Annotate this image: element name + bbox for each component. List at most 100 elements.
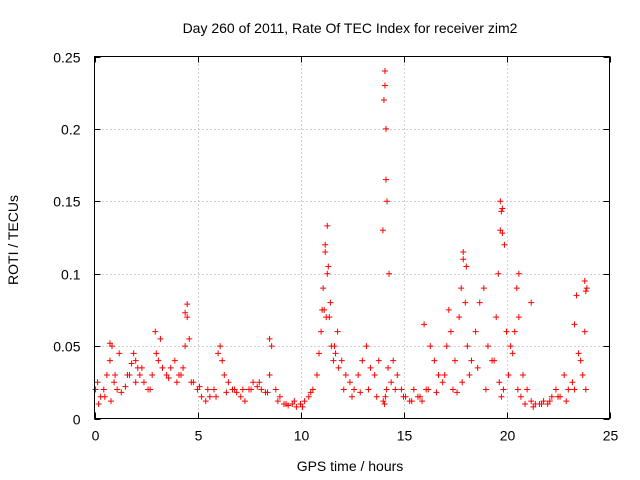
data-point	[340, 386, 347, 393]
data-point	[182, 343, 189, 350]
data-point	[258, 386, 265, 393]
data-point	[219, 357, 226, 364]
data-point	[116, 350, 123, 357]
y-tick-label: 0.2	[61, 122, 81, 138]
data-point	[577, 357, 584, 364]
grid	[94, 56, 610, 419]
y-tick-label: 0.1	[61, 267, 81, 283]
x-tick-label: 15	[397, 428, 413, 444]
data-point	[204, 386, 211, 393]
data-point	[371, 372, 378, 379]
data-point	[386, 270, 393, 277]
data-point	[291, 398, 298, 405]
data-point	[178, 372, 185, 379]
x-tick-label: 5	[195, 428, 203, 444]
data-point	[268, 343, 275, 350]
data-point	[215, 350, 222, 357]
data-point	[124, 372, 131, 379]
data-point	[198, 393, 205, 400]
data-point	[458, 285, 465, 292]
data-point	[324, 270, 331, 277]
data-point	[321, 306, 328, 313]
data-point	[381, 82, 388, 89]
data-point	[250, 379, 257, 386]
y-tick-label: 0.25	[53, 50, 80, 66]
data-point	[522, 401, 529, 408]
data-point	[519, 372, 526, 379]
data-point	[495, 270, 502, 277]
data-point	[330, 357, 337, 364]
data-point	[332, 350, 339, 357]
data-point	[334, 328, 341, 335]
data-point	[454, 389, 461, 396]
data-point	[456, 314, 463, 321]
data-point	[581, 328, 588, 335]
data-point	[582, 386, 589, 393]
data-point	[118, 389, 125, 396]
data-point	[305, 393, 312, 400]
data-point	[421, 321, 428, 328]
data-point	[313, 372, 320, 379]
y-axis-label: ROTI / TECUs	[5, 195, 21, 285]
data-point	[157, 335, 164, 342]
data-point	[499, 230, 506, 237]
data-point	[241, 398, 248, 405]
data-point	[382, 176, 389, 183]
data-point	[515, 314, 522, 321]
data-point	[254, 383, 261, 390]
data-point	[357, 389, 364, 396]
data-point	[301, 398, 308, 405]
data-point	[132, 379, 139, 386]
data-point	[223, 389, 230, 396]
data-point	[497, 198, 504, 205]
data-point	[320, 285, 327, 292]
data-point	[459, 379, 466, 386]
data-point	[327, 299, 334, 306]
tick-labels: 0 5 10 15 20 25 0 0.05 0.1 0.15 0.2 0.25	[53, 50, 618, 444]
data-point	[323, 314, 330, 321]
data-point	[338, 357, 345, 364]
data-point	[447, 328, 454, 335]
data-point	[496, 379, 503, 386]
data-point	[248, 386, 255, 393]
data-point	[579, 372, 586, 379]
data-point	[528, 299, 535, 306]
data-point	[136, 372, 143, 379]
data-point	[316, 350, 323, 357]
data-point	[283, 401, 290, 408]
data-point	[476, 299, 483, 306]
data-point	[575, 350, 582, 357]
data-point	[509, 350, 516, 357]
data-point	[505, 372, 512, 379]
data-point	[491, 357, 498, 364]
data-point	[449, 386, 456, 393]
y-tick-label: 0.05	[53, 339, 80, 355]
data-point	[95, 401, 102, 408]
data-point	[573, 292, 580, 299]
data-point	[256, 379, 263, 386]
data-point	[355, 372, 362, 379]
data-point	[514, 386, 521, 393]
data-point	[92, 386, 99, 393]
data-point	[167, 364, 174, 371]
data-point	[171, 357, 178, 364]
data-point	[546, 398, 553, 405]
data-point	[342, 372, 349, 379]
data-point	[563, 398, 570, 405]
data-point	[383, 386, 390, 393]
data-point	[384, 198, 391, 205]
data-point	[464, 343, 471, 350]
data-point	[561, 372, 568, 379]
data-point	[511, 328, 518, 335]
data-point	[202, 398, 209, 405]
data-point	[186, 335, 193, 342]
data-point	[439, 379, 446, 386]
data-point	[380, 96, 387, 103]
data-point	[122, 383, 129, 390]
axis-ticks	[94, 56, 611, 420]
data-point	[101, 393, 108, 400]
data-point	[419, 398, 426, 405]
data-point	[493, 314, 500, 321]
data-point	[392, 386, 399, 393]
